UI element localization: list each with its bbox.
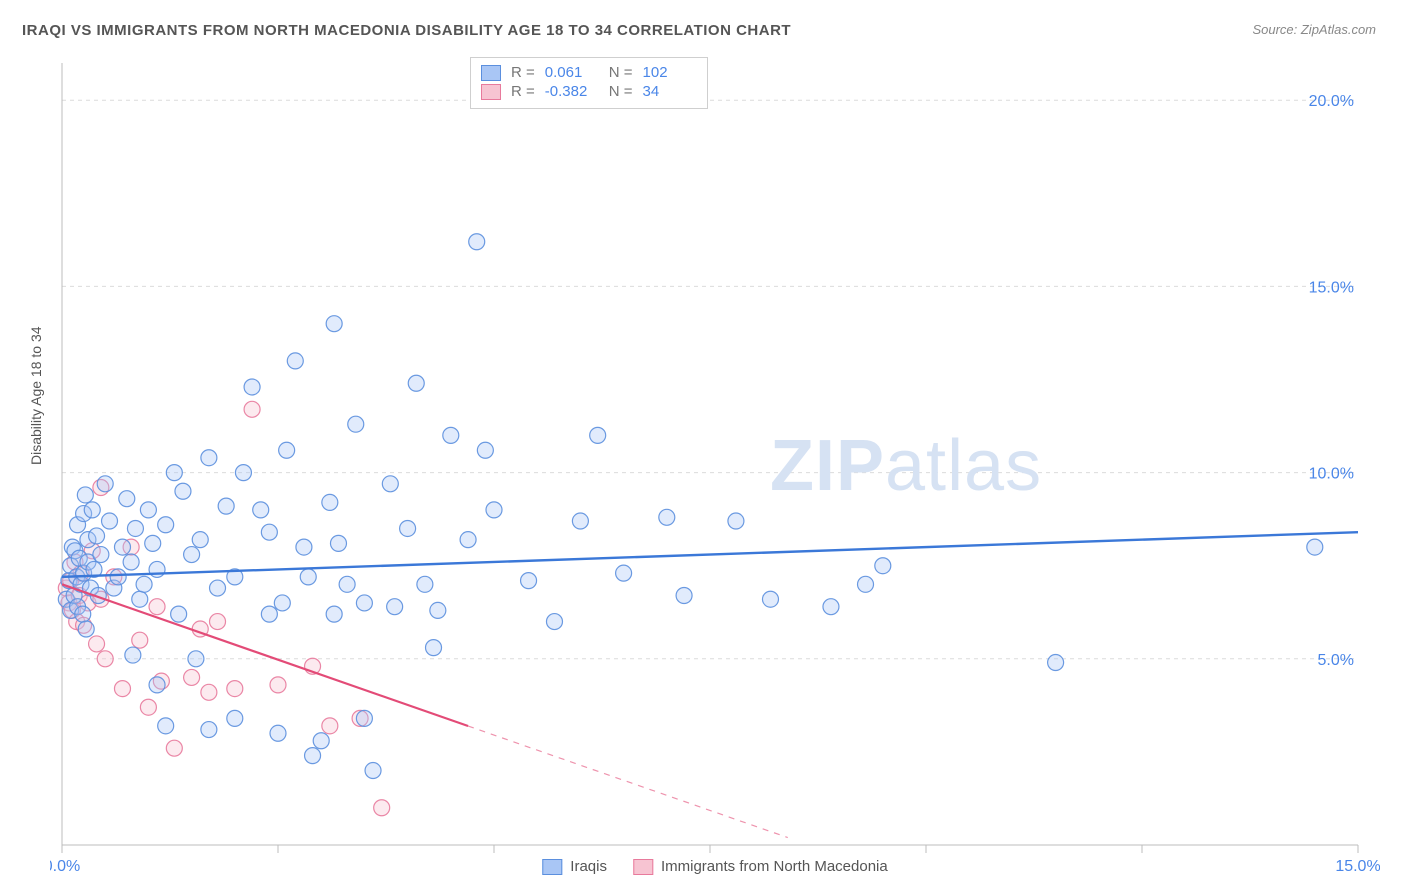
- legend-item-a: Iraqis: [542, 858, 607, 875]
- y-axis-label: Disability Age 18 to 34: [28, 326, 44, 465]
- svg-text:0.0%: 0.0%: [50, 858, 80, 875]
- swatch-iraqis: [481, 65, 501, 81]
- legend-item-b: Immigrants from North Macedonia: [633, 858, 888, 875]
- swatch-macedonia: [481, 84, 501, 100]
- n-value-a: 102: [643, 64, 697, 81]
- n-label: N =: [609, 64, 633, 81]
- r-label: R =: [511, 64, 535, 81]
- svg-text:5.0%: 5.0%: [1318, 652, 1354, 669]
- r-label: R =: [511, 83, 535, 100]
- chart-title: IRAQI VS IMMIGRANTS FROM NORTH MACEDONIA…: [22, 22, 791, 39]
- legend-label-b: Immigrants from North Macedonia: [661, 858, 888, 875]
- scatter-plot: 5.0% 10.0% 15.0% 20.0% 0.0% 15.0%: [50, 55, 1380, 875]
- r-value-b: -0.382: [545, 83, 599, 100]
- stats-row-b: R = -0.382 N = 34: [481, 83, 697, 100]
- n-label: N =: [609, 83, 633, 100]
- bottom-legend: Iraqis Immigrants from North Macedonia: [534, 858, 895, 875]
- svg-text:15.0%: 15.0%: [1335, 858, 1380, 875]
- n-value-b: 34: [643, 83, 697, 100]
- swatch-iraqis: [542, 859, 562, 875]
- swatch-macedonia: [633, 859, 653, 875]
- r-value-a: 0.061: [545, 64, 599, 81]
- chart-area: Disability Age 18 to 34 ZIPatlas 5.0%10.…: [50, 55, 1380, 875]
- stats-legend: R = 0.061 N = 102 R = -0.382 N = 34: [470, 57, 708, 109]
- source-label: Source: ZipAtlas.com: [1252, 22, 1376, 37]
- legend-label-a: Iraqis: [570, 858, 607, 875]
- svg-text:20.0%: 20.0%: [1309, 93, 1354, 110]
- svg-text:15.0%: 15.0%: [1309, 279, 1354, 296]
- svg-text:10.0%: 10.0%: [1309, 466, 1354, 483]
- stats-row-a: R = 0.061 N = 102: [481, 64, 697, 81]
